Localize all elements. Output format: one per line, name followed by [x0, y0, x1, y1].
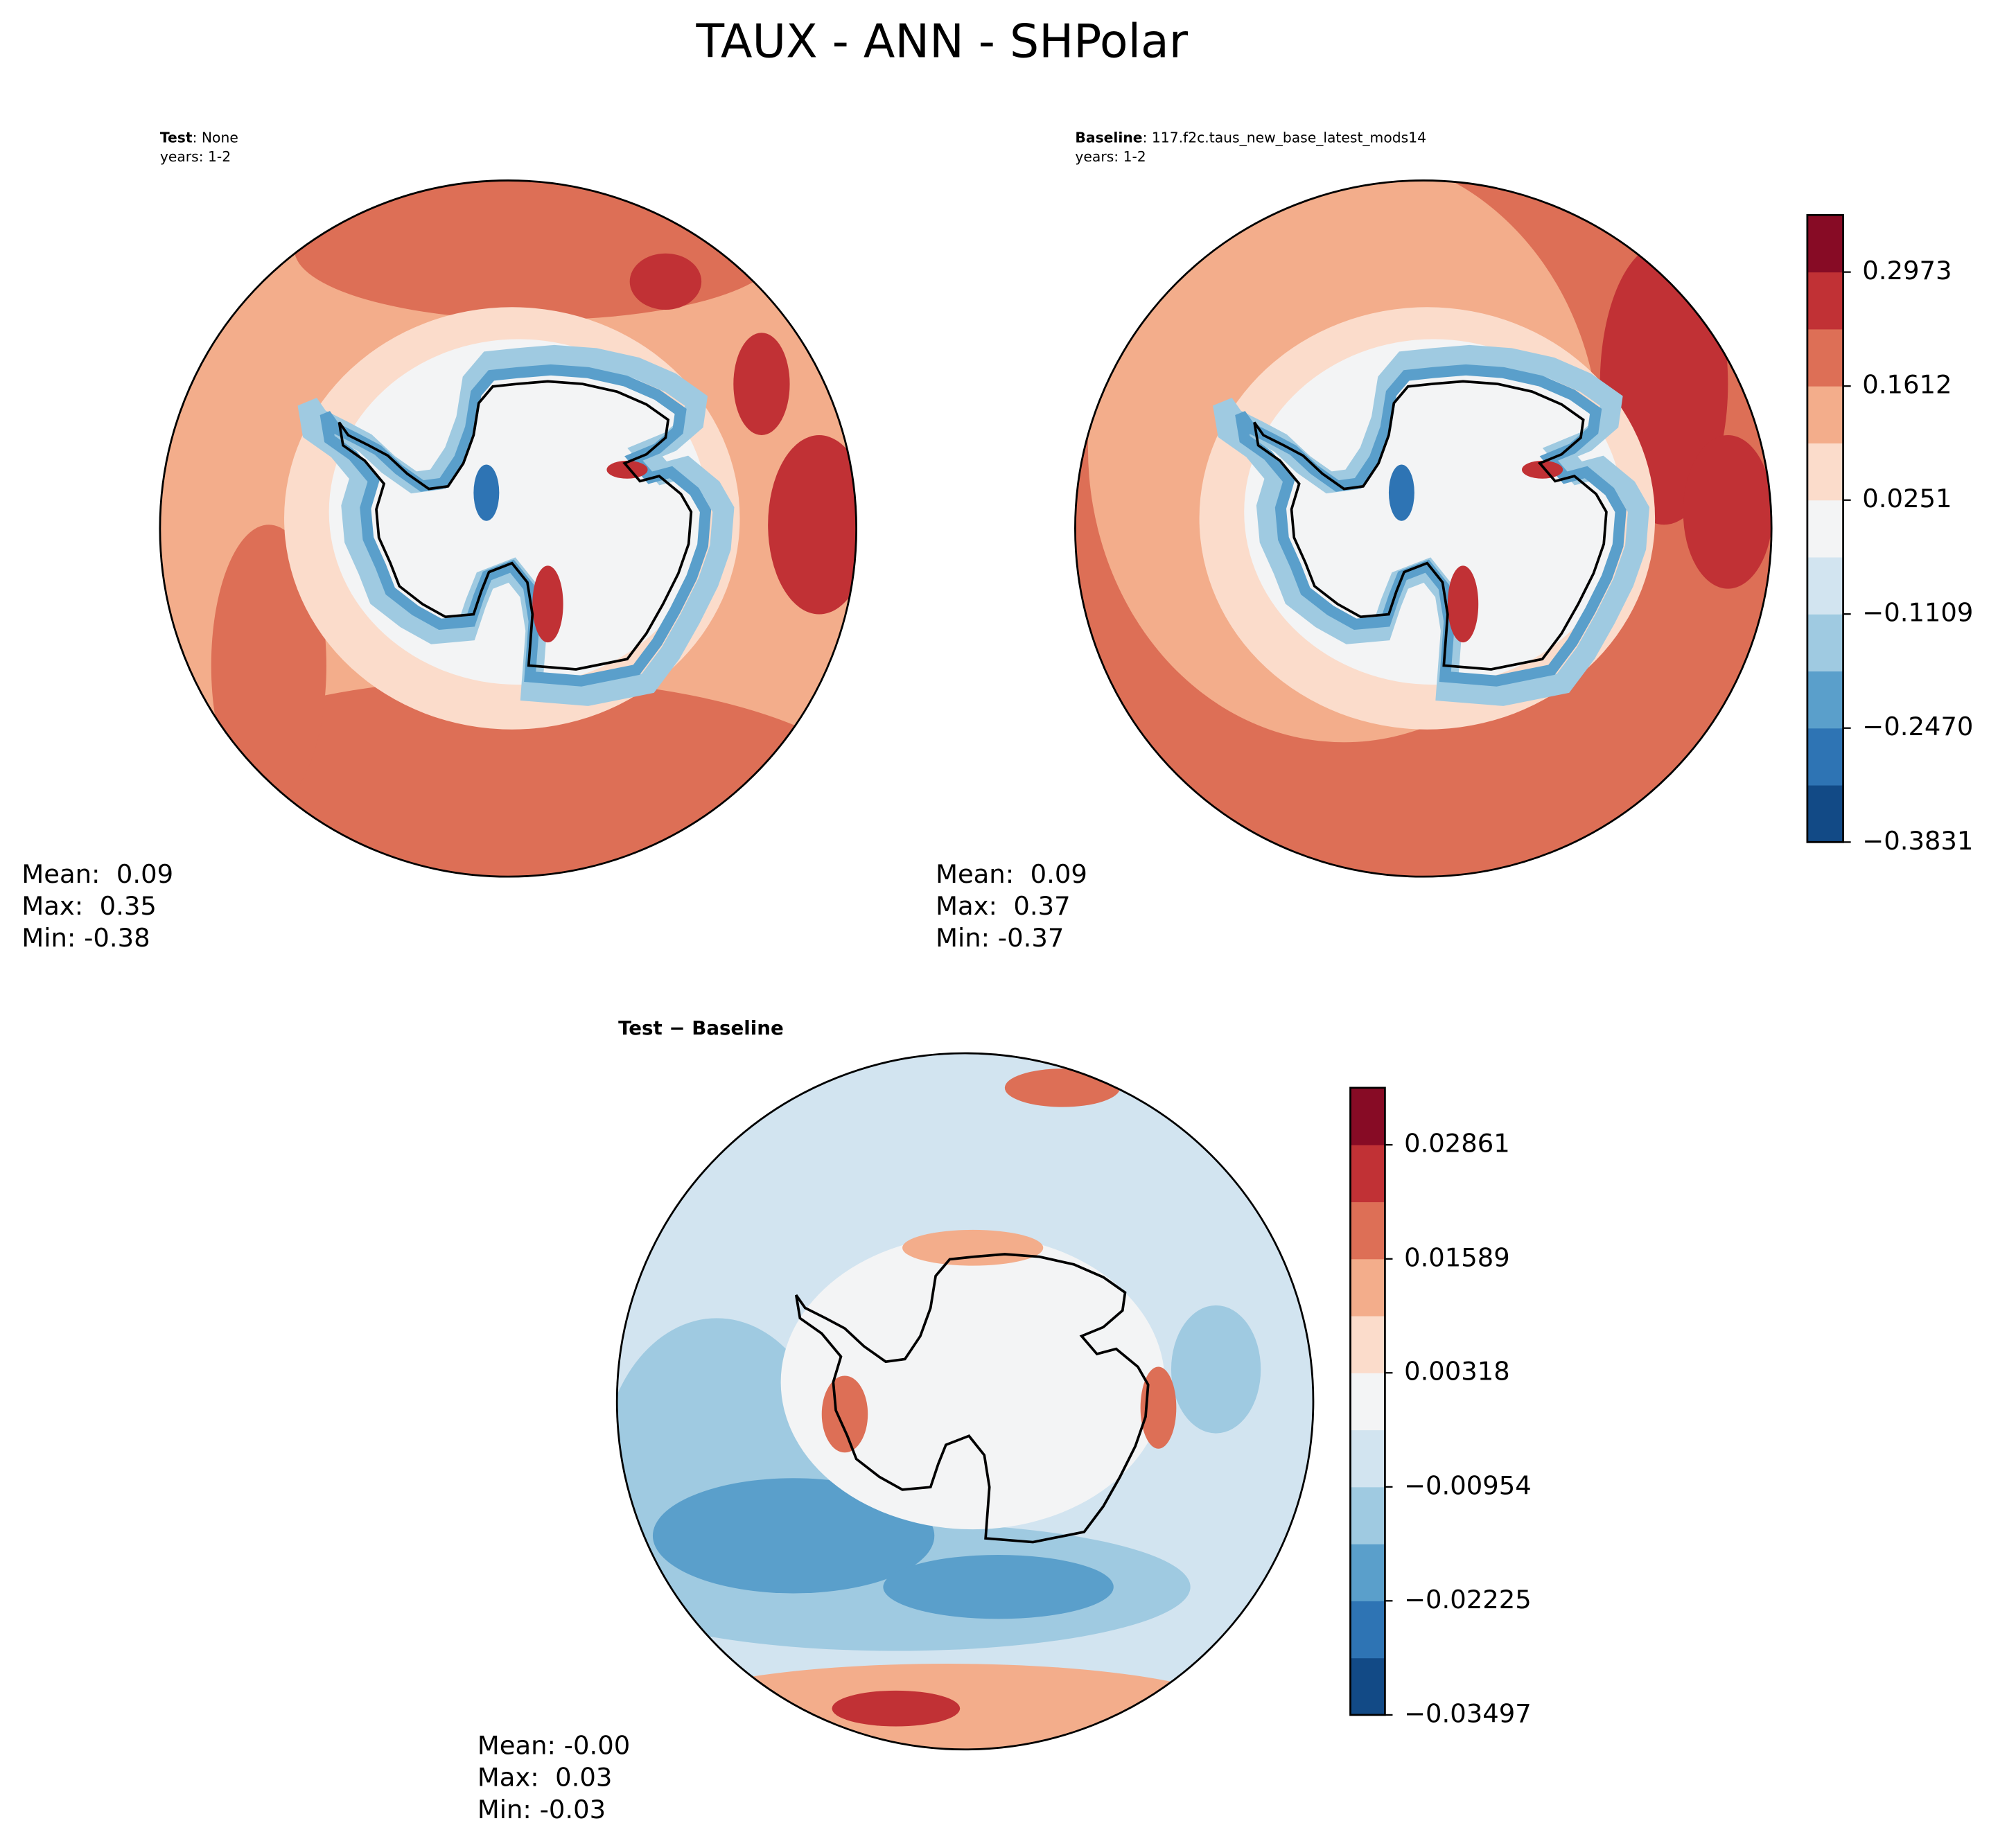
contour-region: [211, 525, 326, 807]
stat-line: Min: -0.37: [936, 923, 1064, 953]
contour-ring: [1213, 344, 1650, 706]
contour-region: [768, 434, 857, 615]
colorbar-band: [1350, 1258, 1385, 1317]
colorbar-band: [1350, 1544, 1385, 1601]
colorbar-band: [1807, 386, 1843, 443]
panel-label-name: Test: [160, 129, 193, 146]
colorbar-tick-label: −0.02225: [1404, 1585, 1532, 1614]
map-boundary: [1074, 179, 1773, 878]
contour-region: [902, 1229, 1044, 1266]
contour-region: [733, 333, 790, 435]
colorbar-frame: [1806, 213, 1844, 843]
figure-title: TAUX - ANN - SHPolar: [696, 15, 1189, 69]
panel-label-name: Test − Baseline: [618, 1017, 784, 1039]
panel-years: years: 1-2: [1075, 148, 1146, 165]
colorbar-band: [1350, 1601, 1385, 1659]
colorbar-frame: [1349, 1086, 1386, 1716]
stat-line: Min: -0.03: [477, 1795, 606, 1824]
contour-region: [1683, 434, 1772, 589]
contour-region: [832, 1690, 961, 1727]
map-boundary: [615, 1052, 1315, 1751]
colorbar-band: [1350, 1486, 1385, 1545]
contour-region: [1140, 1366, 1177, 1449]
contour-region: [328, 339, 708, 685]
colorbar-tick-label: −0.1109: [1862, 598, 1973, 628]
panel-years: years: 1-2: [160, 148, 231, 165]
polar-map: [617, 1053, 1313, 1750]
colorbar-band: [1807, 443, 1843, 501]
contour-region: [1004, 1068, 1121, 1107]
colorbar-band: [1350, 1657, 1385, 1716]
colorbar-band: [1807, 614, 1843, 672]
colorbar-band: [1350, 1202, 1385, 1260]
contour-region: [652, 1478, 935, 1594]
contour-region: [1244, 339, 1623, 685]
colorbar-tick-label: −0.2470: [1862, 712, 1973, 741]
panel-label-text: : None: [193, 129, 238, 146]
contour-region: [294, 180, 781, 320]
contour-region: [1388, 464, 1414, 521]
colorbar-tick-label: 0.1612: [1862, 370, 1952, 400]
colorbar-tick-label: −0.03497: [1404, 1698, 1532, 1728]
stat-line: Mean: 0.09: [936, 859, 1087, 889]
stat-line: Mean: 0.09: [21, 859, 173, 889]
contour-region: [1171, 1305, 1261, 1434]
colorbar-band: [1807, 785, 1843, 843]
panel-label-name: Baseline: [1075, 129, 1142, 146]
contour-region: [883, 1555, 1114, 1619]
colorbar-band: [1350, 1429, 1385, 1488]
colorbar-tick-label: 0.2973: [1862, 256, 1952, 285]
contour-ring: [1235, 364, 1627, 687]
colorbar-band: [1807, 728, 1843, 786]
coastline: [1253, 380, 1608, 671]
contour-region: [780, 1235, 1165, 1530]
map-boundary: [159, 179, 857, 878]
stat-line: Max: 0.37: [936, 891, 1070, 921]
colorbar-tick-label: 0.01589: [1404, 1242, 1510, 1272]
coastline: [794, 1253, 1150, 1544]
colorbar-band: [1807, 671, 1843, 729]
panel-label-text: : 117.f2c.taus_new_base_latest_mods14: [1143, 129, 1426, 146]
colorbar-band: [1350, 1145, 1385, 1203]
colorbar-band: [1807, 272, 1843, 330]
contour-region: [159, 678, 857, 877]
contour-region: [821, 1375, 868, 1453]
colorbar-band: [1807, 215, 1843, 273]
colorbar-band: [1807, 556, 1843, 615]
stat-line: Mean: -0.00: [477, 1731, 630, 1761]
colorbar-band: [1350, 1373, 1385, 1431]
colorbar-band: [1350, 1315, 1385, 1373]
colorbar-band: [1350, 1087, 1385, 1145]
coastline: [338, 380, 693, 671]
stat-line: Max: 0.03: [477, 1763, 612, 1793]
colorbar-tick-label: 0.0251: [1862, 484, 1952, 513]
contour-region: [1522, 460, 1563, 479]
contour-region: [473, 464, 500, 521]
polar-map: [159, 180, 857, 877]
contour-region: [1447, 565, 1479, 643]
panel-label: Test − Baseline: [618, 1017, 784, 1039]
stat-line: Max: 0.35: [21, 891, 156, 921]
colorbar-band: [1807, 328, 1843, 387]
panel-label: Baseline: 117.f2c.taus_new_base_latest_m…: [1075, 129, 1426, 146]
colorbar-tick-label: −0.3831: [1862, 826, 1973, 856]
stat-line: Min: -0.38: [21, 923, 150, 953]
contour-region: [606, 460, 648, 479]
colorbar-tick-label: −0.00954: [1404, 1470, 1532, 1500]
colorbar-tick-label: 0.00318: [1404, 1357, 1510, 1387]
panel-label: Test: None: [160, 129, 238, 146]
colorbar-band: [1807, 500, 1843, 558]
contour-ring: [297, 344, 735, 706]
contour-region: [532, 565, 563, 643]
contour-region: [629, 253, 702, 310]
polar-map: [1075, 180, 1772, 877]
contour-ring: [319, 364, 712, 687]
colorbar-tick-label: 0.02861: [1404, 1129, 1510, 1159]
